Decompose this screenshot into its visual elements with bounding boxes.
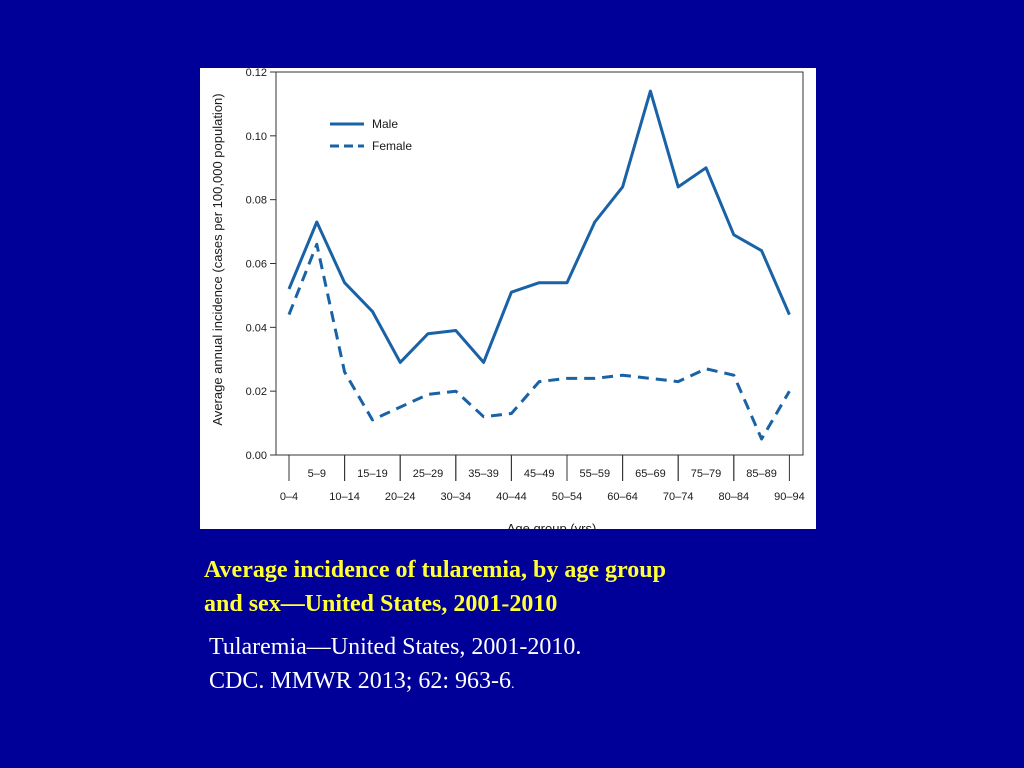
y-tick-label: 0.12 (246, 68, 267, 79)
x-tick-label: 45–49 (524, 468, 555, 480)
x-tick-label: 65–69 (635, 468, 666, 480)
x-tick-label: 85–89 (746, 468, 777, 480)
legend-label-male: Male (372, 117, 398, 131)
x-tick-label: 50–54 (552, 491, 583, 503)
series-line-female (287, 242, 791, 441)
x-tick-label: 40–44 (496, 491, 527, 503)
x-tick-label: 10–14 (329, 491, 360, 503)
line-chart: 0.00 0.02 0.04 0.06 0.08 0.10 0.12 Average annu… (210, 68, 805, 529)
y-tick-label: 0.02 (246, 386, 267, 398)
plot-frame (275, 71, 804, 456)
source-line-2: CDC. MMWR 2013; 62: 963-6. (209, 664, 809, 702)
y-tick-label: 0.10 (246, 131, 267, 143)
caption-title-line-2: and sex—United States, 2001-2010 (204, 591, 558, 617)
chart-panel: 0.00 0.02 0.04 0.06 0.08 0.10 0.12 Average annu… (200, 68, 816, 529)
x-axis-title: Age group (yrs) (507, 521, 597, 529)
legend-label-female: Female (372, 139, 412, 153)
caption-title-line-1: Average incidence of tularemia, by age g… (204, 557, 666, 583)
x-tick-label: 20–24 (385, 491, 416, 503)
caption-source: Tularemia—United States, 2001-2010. CDC.… (209, 630, 809, 702)
y-axis-title: Average annual incidence (cases per 100,… (210, 93, 225, 425)
caption-title: Average incidence of tularemia, by age g… (204, 553, 804, 621)
x-tick-label: 55–59 (580, 468, 611, 480)
source-line-2-period: . (511, 677, 515, 692)
x-tick-label: 30–34 (441, 491, 472, 503)
x-tick-label: 60–64 (607, 491, 638, 503)
x-tick-label: 15–19 (357, 468, 388, 480)
x-tick-label: 25–29 (413, 468, 444, 480)
x-tick-label: 75–79 (691, 468, 722, 480)
source-line-1: Tularemia—United States, 2001-2010. (209, 634, 582, 660)
y-tick-label: 0.08 (246, 195, 267, 207)
x-tick-label: 80–84 (719, 491, 750, 503)
x-tick-label: 5–9 (308, 468, 326, 480)
y-tick-label: 0.06 (246, 259, 267, 271)
y-tick-label: 0.04 (246, 322, 267, 334)
x-tick-label: 0–4 (280, 491, 298, 503)
y-tick-label: 0.00 (246, 450, 267, 462)
series-line-male (287, 89, 791, 364)
x-tick-label: 90–94 (774, 491, 805, 503)
x-tick-label: 70–74 (663, 491, 694, 503)
source-line-2-text: CDC. MMWR 2013; 62: 963-6 (209, 668, 512, 694)
x-tick-label: 35–39 (468, 468, 499, 480)
